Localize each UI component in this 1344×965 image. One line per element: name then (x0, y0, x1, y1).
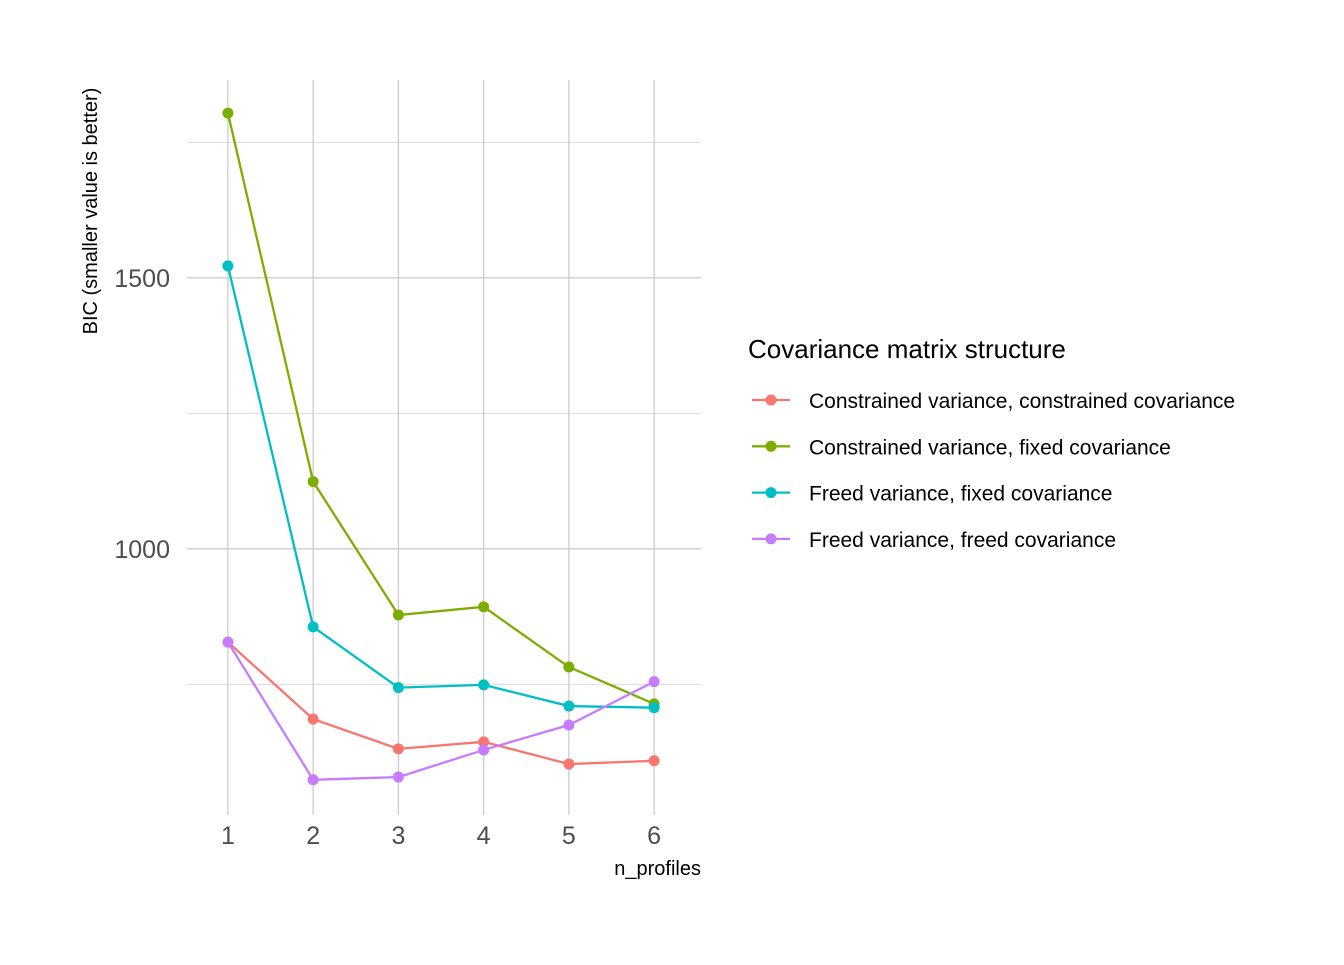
data-point (222, 107, 234, 119)
series-line (227, 641, 655, 766)
data-point (392, 682, 404, 694)
legend-key-point (765, 533, 777, 545)
legend-item-label: Freed variance, fixed covariance (809, 483, 1113, 506)
data-point (222, 260, 234, 272)
x-tick-label: 1 (221, 822, 235, 850)
x-tick-label: 4 (477, 822, 491, 850)
series-line (226, 112, 655, 705)
data-point (307, 476, 319, 488)
legend-item: Constrained variance, fixed covariance (752, 436, 1171, 459)
data-point (563, 719, 575, 731)
data-point (648, 676, 660, 688)
data-point (648, 702, 660, 714)
data-point (392, 743, 404, 755)
legend-item-label: Freed variance, freed covariance (809, 529, 1116, 552)
legend-key-point (765, 394, 777, 406)
y-tick-label: 1500 (114, 265, 170, 293)
legend-item-label: Constrained variance, constrained covari… (809, 390, 1235, 413)
x-tick-label: 6 (647, 822, 661, 850)
data-point (563, 758, 575, 770)
y-tick-labels: 1000 1500 (114, 265, 170, 564)
series-lines (226, 112, 655, 781)
legend-item-label: Constrained variance, fixed covariance (809, 436, 1171, 459)
series-line (226, 641, 655, 781)
gridlines (187, 80, 701, 815)
data-point (307, 713, 319, 725)
x-tick-label: 2 (306, 822, 320, 850)
y-tick-label: 1000 (114, 536, 170, 564)
x-tick-label: 5 (562, 822, 576, 850)
data-point (648, 755, 660, 767)
data-point (392, 771, 404, 783)
legend-item: Freed variance, freed covariance (752, 529, 1116, 552)
x-axis-label: n_profiles (614, 858, 701, 880)
data-point (563, 700, 575, 712)
legend-key-point (765, 440, 777, 452)
y-axis-label: BIC (smaller value is better) (80, 88, 102, 335)
data-point (478, 744, 490, 756)
x-tick-labels: 1 2 3 4 5 6 (221, 822, 661, 850)
data-point (307, 621, 319, 633)
data-point (478, 601, 490, 613)
series-line (226, 265, 655, 709)
legend-item: Freed variance, fixed covariance (752, 483, 1113, 506)
data-point (563, 661, 575, 673)
data-point (222, 636, 234, 648)
series-points (222, 107, 660, 786)
data-point (307, 774, 319, 786)
data-point (392, 609, 404, 621)
legend-item: Constrained variance, constrained covari… (752, 390, 1235, 413)
legend-key-point (765, 487, 777, 499)
legend: Covariance matrix structure Constrained … (748, 334, 1235, 552)
x-tick-label: 3 (391, 822, 405, 850)
legend-title: Covariance matrix structure (748, 334, 1066, 364)
data-point (478, 736, 490, 748)
data-point (478, 679, 490, 691)
